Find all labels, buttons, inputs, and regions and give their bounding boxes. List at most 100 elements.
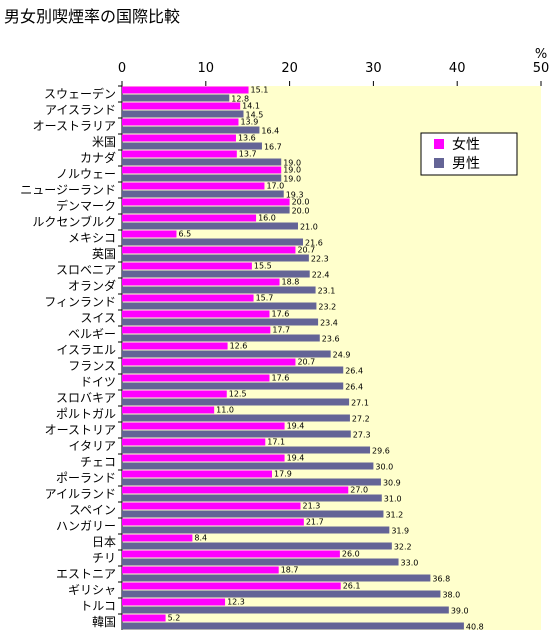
bar-female — [122, 230, 177, 238]
data-label-female: 17.6 — [271, 310, 289, 319]
bar-female — [122, 438, 266, 446]
bar-male — [122, 558, 399, 566]
bar-female — [122, 86, 249, 94]
data-label-female: 11.0 — [216, 406, 234, 415]
data-label-male: 40.8 — [466, 623, 484, 632]
category-label: スロベニア — [56, 263, 116, 277]
category-label: イスラエル — [56, 343, 116, 357]
bar-male — [122, 94, 230, 102]
data-label-female: 19.4 — [287, 454, 305, 463]
bar-male — [122, 190, 284, 198]
data-label-female: 6.5 — [178, 230, 191, 239]
bar-female — [122, 246, 296, 254]
category-label: スペイン — [69, 503, 116, 517]
data-label-male: 27.1 — [351, 399, 369, 408]
data-label-female: 17.0 — [266, 182, 284, 191]
data-label-male: 32.2 — [394, 543, 412, 552]
data-label-female: 8.4 — [194, 534, 207, 543]
data-label-male: 29.6 — [372, 447, 390, 456]
bar-female — [122, 390, 227, 398]
data-label-male: 31.2 — [385, 511, 403, 520]
bar-male — [122, 206, 290, 214]
data-label-male: 26.4 — [345, 383, 363, 392]
category-label: フィンランド — [44, 295, 116, 309]
bar-male — [122, 398, 350, 406]
data-label-female: 15.5 — [254, 262, 272, 271]
x-tick-label: 10 — [198, 61, 215, 76]
data-label-male: 19.0 — [283, 159, 301, 168]
data-label-male: 14.5 — [246, 111, 264, 120]
data-label-female: 17.1 — [267, 438, 285, 447]
bar-female — [122, 166, 282, 174]
x-tick-label: 0 — [118, 61, 126, 76]
data-label-female: 13.7 — [239, 150, 257, 159]
category-label: カナダ — [80, 150, 116, 165]
data-label-male: 23.4 — [320, 319, 338, 328]
bar-female — [122, 310, 270, 318]
category-label: 韓国 — [92, 615, 116, 629]
bar-male — [122, 446, 371, 454]
bar-male — [122, 222, 298, 230]
x-tick-label: 20 — [281, 61, 298, 76]
bar-female — [122, 374, 270, 382]
data-label-male: 21.0 — [300, 223, 318, 232]
data-label-female: 17.7 — [272, 326, 290, 335]
bar-male — [122, 286, 316, 294]
data-label-male: 12.8 — [231, 95, 249, 104]
bar-female — [122, 326, 271, 334]
bar-male — [122, 494, 382, 502]
category-label: ギリシャ — [68, 583, 116, 597]
category-label: ニュージーランド — [20, 183, 116, 197]
data-label-female: 26.0 — [342, 550, 360, 559]
bar-female — [122, 614, 166, 622]
bar-female — [122, 262, 252, 270]
bar-male — [122, 478, 381, 486]
category-label: ノルウェー — [56, 167, 116, 181]
bar-female — [122, 342, 228, 350]
category-label: ポルトガル — [56, 407, 116, 421]
bar-male — [122, 462, 374, 470]
category-label: エストニア — [56, 567, 116, 581]
category-label: アイスランド — [45, 103, 116, 117]
data-label-female: 21.3 — [302, 502, 320, 511]
data-label-male: 30.0 — [375, 463, 393, 472]
data-label-male: 24.9 — [333, 351, 351, 360]
bar-female — [122, 150, 237, 158]
bar-female — [122, 294, 254, 302]
bar-male — [122, 622, 464, 630]
bar-male — [122, 430, 351, 438]
category-label: イタリア — [68, 439, 116, 453]
bar-male — [122, 510, 384, 518]
bar-male — [122, 382, 344, 390]
category-label: スイス — [80, 311, 116, 325]
data-label-male: 22.3 — [311, 255, 329, 264]
data-label-female: 12.5 — [229, 390, 247, 399]
bar-male — [122, 366, 344, 374]
data-label-male: 36.8 — [432, 575, 450, 584]
category-label: オーストラリア — [33, 119, 116, 133]
data-label-female: 17.6 — [271, 374, 289, 383]
category-label: 日本 — [92, 535, 116, 549]
category-label: オーストリア — [45, 423, 116, 437]
data-label-female: 14.1 — [242, 102, 260, 111]
category-label: トルコ — [80, 599, 116, 613]
data-label-female: 18.7 — [281, 566, 299, 575]
data-label-male: 21.6 — [305, 239, 323, 248]
category-label: スロバキア — [56, 391, 116, 405]
bar-male — [122, 590, 441, 598]
category-label: オランダ — [68, 278, 116, 293]
bar-male — [122, 126, 260, 134]
bar-female — [122, 566, 279, 574]
bar-male — [122, 302, 317, 310]
data-label-male: 22.4 — [312, 271, 330, 280]
data-label-female: 20.7 — [297, 358, 315, 367]
bar-female — [122, 470, 273, 478]
data-label-male: 39.0 — [451, 607, 469, 616]
bar-female — [122, 550, 340, 558]
data-label-female: 16.0 — [258, 214, 276, 223]
bar-female — [122, 358, 296, 366]
bar-male — [122, 158, 282, 166]
bar-female — [122, 454, 285, 462]
data-label-female: 18.8 — [282, 278, 300, 287]
